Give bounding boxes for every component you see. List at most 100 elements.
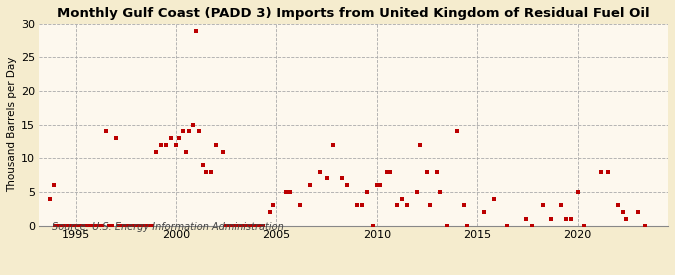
Point — [596, 169, 607, 174]
Point — [67, 223, 78, 228]
Point — [254, 223, 265, 228]
Point — [284, 190, 295, 194]
Point — [53, 223, 64, 228]
Point — [147, 223, 158, 228]
Point — [200, 169, 211, 174]
Point — [572, 190, 583, 194]
Point — [621, 217, 632, 221]
Point — [425, 203, 436, 208]
Text: Source: U.S. Energy Information Administration: Source: U.S. Energy Information Administ… — [52, 222, 284, 232]
Point — [527, 223, 538, 228]
Point — [187, 122, 198, 127]
Point — [77, 223, 88, 228]
Point — [328, 143, 339, 147]
Point — [385, 169, 396, 174]
Point — [612, 203, 623, 208]
Point — [94, 223, 105, 228]
Point — [342, 183, 352, 187]
Point — [107, 223, 117, 228]
Point — [304, 183, 315, 187]
Point — [151, 149, 161, 154]
Point — [144, 223, 155, 228]
Point — [211, 143, 221, 147]
Point — [321, 176, 332, 181]
Point — [124, 223, 134, 228]
Point — [248, 223, 259, 228]
Point — [392, 203, 402, 208]
Point — [97, 223, 108, 228]
Point — [452, 129, 462, 134]
Point — [87, 223, 98, 228]
Point — [104, 223, 115, 228]
Point — [57, 223, 68, 228]
Point — [127, 223, 138, 228]
Point — [60, 223, 71, 228]
Point — [579, 223, 590, 228]
Point — [197, 163, 208, 167]
Point — [432, 169, 443, 174]
Point — [336, 176, 347, 181]
Point — [602, 169, 613, 174]
Point — [520, 217, 531, 221]
Point — [489, 196, 500, 201]
Point — [174, 136, 185, 140]
Point — [161, 143, 171, 147]
Point — [63, 223, 74, 228]
Point — [155, 143, 166, 147]
Point — [435, 190, 446, 194]
Point — [639, 223, 650, 228]
Point — [227, 223, 238, 228]
Point — [165, 136, 176, 140]
Point — [258, 223, 269, 228]
Point — [352, 203, 362, 208]
Point — [361, 190, 372, 194]
Point — [618, 210, 628, 214]
Point — [137, 223, 148, 228]
Point — [294, 203, 305, 208]
Point — [110, 136, 121, 140]
Point — [74, 223, 84, 228]
Point — [415, 143, 426, 147]
Point — [267, 203, 278, 208]
Point — [140, 223, 151, 228]
Point — [315, 169, 325, 174]
Point — [402, 203, 412, 208]
Point — [412, 190, 423, 194]
Point — [70, 223, 81, 228]
Point — [251, 223, 262, 228]
Point — [458, 203, 469, 208]
Title: Monthly Gulf Coast (PADD 3) Imports from United Kingdom of Residual Fuel Oil: Monthly Gulf Coast (PADD 3) Imports from… — [57, 7, 650, 20]
Point — [45, 196, 56, 201]
Point — [561, 217, 572, 221]
Point — [178, 129, 188, 134]
Point — [545, 217, 556, 221]
Point — [221, 223, 232, 228]
Point — [368, 223, 379, 228]
Point — [422, 169, 433, 174]
Point — [479, 210, 489, 214]
Point — [396, 196, 407, 201]
Point — [281, 190, 292, 194]
Point — [502, 223, 513, 228]
Point — [234, 223, 245, 228]
Point — [90, 223, 101, 228]
Point — [101, 129, 111, 134]
Point — [134, 223, 144, 228]
Point — [566, 217, 576, 221]
Point — [84, 223, 95, 228]
Point — [231, 223, 242, 228]
Point — [537, 203, 548, 208]
Point — [632, 210, 643, 214]
Point — [371, 183, 382, 187]
Point — [224, 223, 235, 228]
Point — [381, 169, 392, 174]
Point — [120, 223, 131, 228]
Point — [441, 223, 452, 228]
Point — [130, 223, 141, 228]
Point — [194, 129, 205, 134]
Point — [556, 203, 566, 208]
Point — [114, 223, 125, 228]
Y-axis label: Thousand Barrels per Day: Thousand Barrels per Day — [7, 57, 17, 192]
Point — [241, 223, 252, 228]
Point — [190, 28, 201, 33]
